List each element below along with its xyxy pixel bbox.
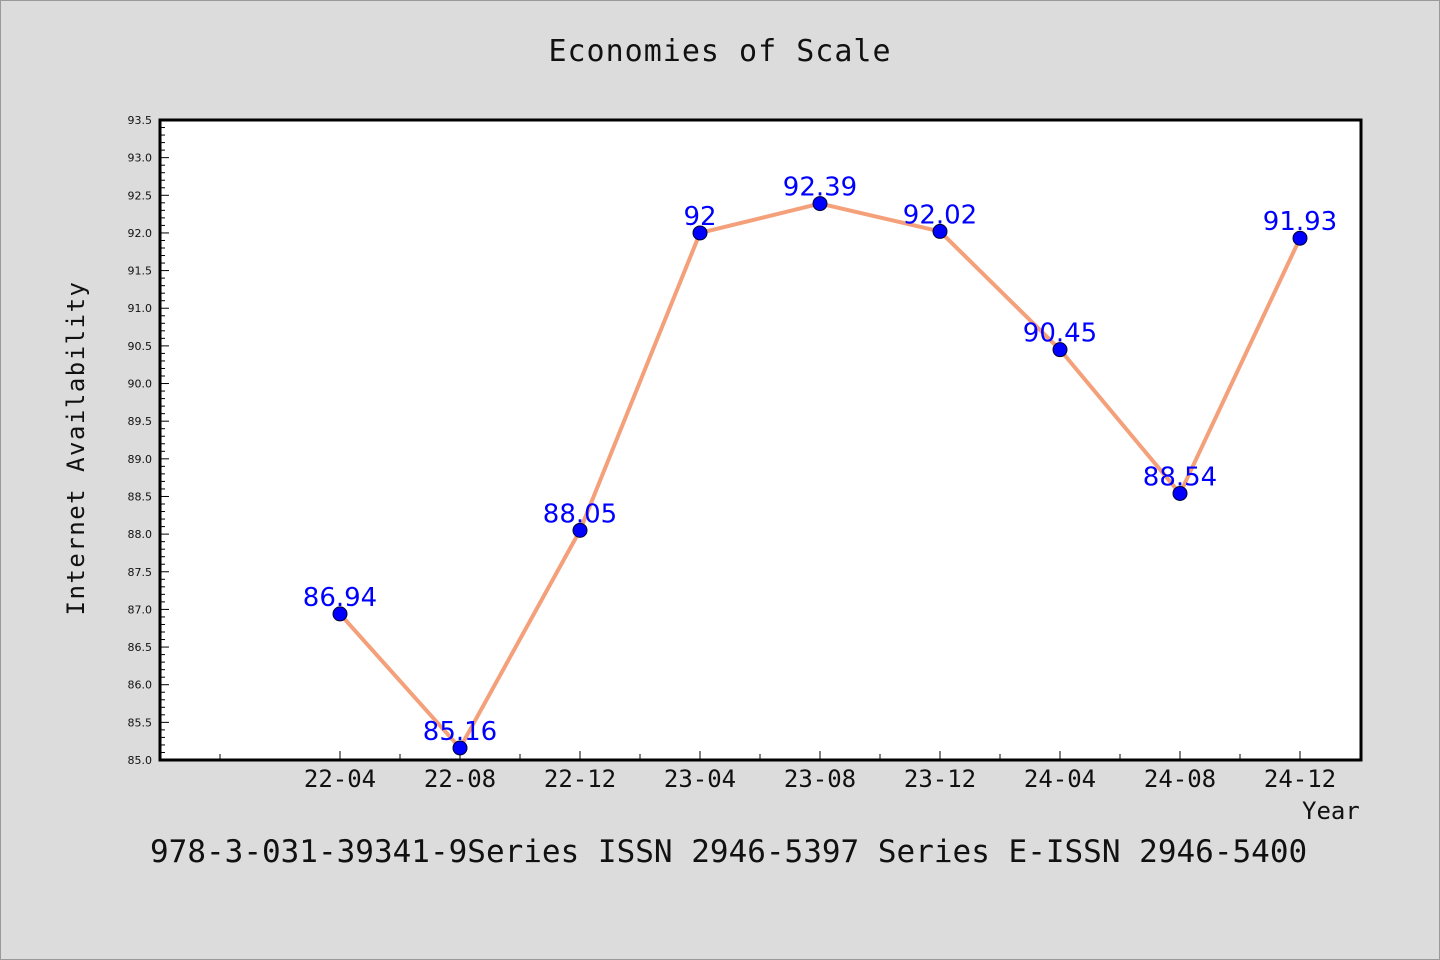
y-tick-label: 93.0 bbox=[128, 152, 153, 165]
data-point bbox=[1052, 342, 1068, 358]
x-axis-title: Year bbox=[1302, 797, 1360, 825]
x-tick-label: 23-04 bbox=[664, 765, 736, 793]
y-tick-label: 91.0 bbox=[128, 302, 153, 315]
y-tick-label: 87.0 bbox=[128, 603, 153, 616]
y-tick-label: 86.5 bbox=[128, 641, 153, 654]
y-tick-label: 91.5 bbox=[128, 265, 153, 278]
data-point bbox=[812, 196, 828, 212]
y-tick-label: 88.5 bbox=[128, 490, 153, 503]
x-tick-label: 22-04 bbox=[304, 765, 376, 793]
x-tick-label: 24-08 bbox=[1144, 765, 1216, 793]
y-tick-label: 85.5 bbox=[128, 716, 153, 729]
data-label: 92.39 bbox=[783, 173, 857, 203]
data-label: 92 bbox=[683, 202, 716, 232]
footer-note: 978-3-031-39341-9Series ISSN 2946-5397 S… bbox=[150, 834, 1308, 870]
data-point bbox=[1292, 230, 1308, 246]
data-point bbox=[452, 740, 468, 756]
data-point bbox=[1172, 485, 1188, 501]
x-tick-label: 24-12 bbox=[1264, 765, 1336, 793]
x-tick-label: 23-12 bbox=[904, 765, 976, 793]
y-tick-label: 88.0 bbox=[128, 528, 153, 541]
data-label: 86.94 bbox=[303, 583, 377, 613]
y-tick-label: 92.0 bbox=[128, 227, 153, 240]
plot-border bbox=[158, 118, 1363, 762]
x-tick-label: 22-12 bbox=[544, 765, 616, 793]
data-point bbox=[332, 606, 348, 622]
y-tick-label: 90.0 bbox=[128, 378, 153, 391]
y-tick-label: 89.5 bbox=[128, 415, 153, 428]
data-label: 92.02 bbox=[903, 200, 977, 230]
y-tick-label: 90.5 bbox=[128, 340, 153, 353]
data-label: 91.93 bbox=[1263, 207, 1337, 237]
y-tick-label: 85.0 bbox=[128, 754, 153, 767]
data-label: 88.54 bbox=[1143, 462, 1217, 492]
plot-area bbox=[160, 120, 1361, 760]
x-tick-label: 22-08 bbox=[424, 765, 496, 793]
data-label: 85.16 bbox=[423, 717, 497, 747]
data-point bbox=[692, 225, 708, 241]
data-label: 90.45 bbox=[1023, 319, 1097, 349]
y-tick-label: 87.5 bbox=[128, 566, 153, 579]
y-tick-label: 89.0 bbox=[128, 453, 153, 466]
y-tick-label: 86.0 bbox=[128, 679, 153, 692]
data-point bbox=[932, 223, 948, 239]
y-axis-title: Internet Availability bbox=[62, 280, 90, 616]
data-point bbox=[572, 522, 588, 538]
y-tick-label: 93.5 bbox=[128, 114, 153, 127]
x-tick-label: 23-08 bbox=[784, 765, 856, 793]
chart-title: Economies of Scale bbox=[548, 34, 892, 69]
data-label: 88.05 bbox=[543, 499, 617, 529]
x-tick-label: 24-04 bbox=[1024, 765, 1096, 793]
y-tick-label: 92.5 bbox=[128, 189, 153, 202]
